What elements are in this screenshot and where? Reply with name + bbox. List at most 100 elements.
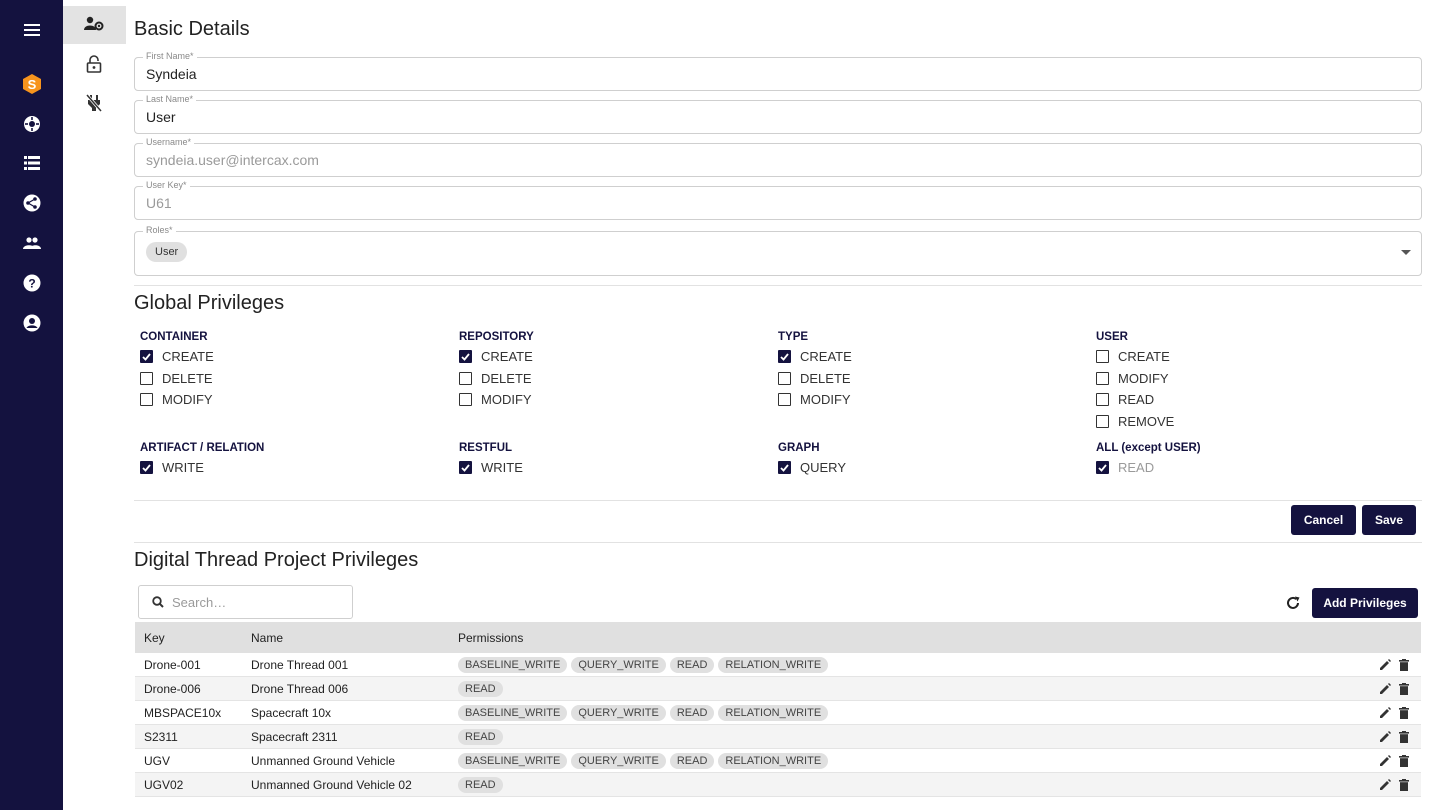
svg-text:S: S [28,77,37,92]
delete-icon[interactable] [1399,779,1409,792]
permission-chip: RELATION_WRITE [718,704,829,721]
role-chip[interactable]: User [146,242,188,262]
project-privileges-title: Digital Thread Project Privileges [134,549,419,571]
column-header-permissions[interactable]: Permissions [449,622,1360,653]
checkbox-checked-icon[interactable] [459,461,472,475]
last-name-label: Last Name* [143,94,197,104]
privilege-checkbox[interactable]: MODIFY [778,389,852,411]
list-icon[interactable] [21,152,43,174]
column-header-name[interactable]: Name [242,622,449,653]
delete-icon[interactable] [1399,755,1409,768]
first-name-value: Syndeia [146,66,197,82]
privilege-checkbox[interactable]: READ [1096,389,1174,411]
privilege-label: CREATE [481,349,533,365]
user-settings-icon[interactable] [84,14,104,34]
table-row[interactable]: S2311 Spacecraft 2311 READ [135,724,1421,749]
privilege-label: DELETE [481,370,532,386]
privilege-checkbox[interactable]: DELETE [778,368,852,390]
delete-icon[interactable] [1399,707,1409,720]
edit-icon[interactable] [1379,659,1391,671]
privilege-checkbox[interactable]: MODIFY [1096,368,1174,390]
edit-icon[interactable] [1379,707,1391,719]
syndeia-logo-icon[interactable]: S [21,73,43,95]
roles-label: Roles* [143,225,176,235]
privilege-checkbox[interactable]: CREATE [778,346,852,368]
delete-icon[interactable] [1399,683,1409,696]
checkbox-unchecked-icon[interactable] [459,393,472,407]
group-icon[interactable] [21,232,43,254]
checkbox-unchecked-icon[interactable] [778,371,791,385]
privilege-checkbox[interactable]: WRITE [140,457,264,479]
edit-icon[interactable] [1379,755,1391,767]
search-icon [152,596,164,608]
privilege-checkbox[interactable]: CREATE [140,346,214,368]
search-field[interactable]: Search… [138,585,353,619]
roles-select[interactable]: Roles* User [134,225,1422,276]
permission-chip: READ [458,680,503,697]
checkbox-checked-icon[interactable] [459,350,472,364]
privilege-checkbox[interactable]: MODIFY [459,389,534,411]
delete-icon[interactable] [1399,659,1409,672]
privilege-group: RESTFUL WRITE [459,442,523,479]
edit-icon[interactable] [1379,731,1391,743]
privilege-checkbox[interactable]: QUERY [778,457,846,479]
table-row[interactable]: Drone-001 Drone Thread 001 BASELINE_WRITE Q… [135,653,1421,677]
column-header-key[interactable]: Key [135,622,242,653]
permission-chip: BASELINE_WRITE [458,752,568,769]
account-icon[interactable] [21,312,43,334]
lock-icon[interactable] [84,54,104,74]
privilege-checkbox[interactable]: WRITE [459,457,523,479]
table-row[interactable]: Drone-006 Drone Thread 006 READ [135,676,1421,701]
checkbox-unchecked-icon[interactable] [778,393,791,407]
checkbox-unchecked-icon[interactable] [1096,393,1109,407]
checkbox-unchecked-icon[interactable] [1096,371,1109,385]
permission-chip: READ [458,728,503,745]
permission-chip: READ [669,656,715,673]
table-row[interactable]: UGV Unmanned Ground Vehicle BASELINE_WRITE… [135,748,1421,773]
delete-icon[interactable] [1399,731,1409,744]
dropdown-arrow-icon[interactable] [1401,250,1411,256]
checkbox-unchecked-icon[interactable] [1096,414,1109,428]
row-permissions: READ [449,772,1360,797]
last-name-field[interactable]: Last Name* User [134,94,1422,134]
privilege-checkbox[interactable]: CREATE [1096,346,1174,368]
privilege-group: REPOSITORY CREATE DELETE MODIFY [459,331,534,411]
plug-off-icon[interactable] [84,93,104,113]
cancel-button[interactable]: Cancel [1291,505,1356,535]
edit-icon[interactable] [1379,683,1391,695]
row-actions [1360,653,1421,677]
checkbox-checked-icon[interactable] [140,461,153,475]
privilege-label: WRITE [481,460,523,476]
checkbox-unchecked-icon[interactable] [140,393,153,407]
privilege-checkbox[interactable]: DELETE [459,368,534,390]
checkbox-checked-icon[interactable] [778,461,791,475]
first-name-field[interactable]: First Name* Syndeia [134,51,1422,91]
save-button[interactable]: Save [1362,505,1416,535]
checkbox-checked-icon[interactable] [140,350,153,364]
permission-chip: READ [458,776,503,793]
privilege-group-title: REPOSITORY [459,331,534,343]
checkbox-checked-icon[interactable] [778,350,791,364]
checkbox-unchecked-icon[interactable] [140,371,153,385]
help-icon[interactable]: ? [21,272,43,294]
table-row[interactable]: MBSPACE10x Spacecraft 10x BASELINE_WRITE QU… [135,700,1421,725]
global-privileges-title: Global Privileges [134,292,285,314]
checkbox-unchecked-icon[interactable] [459,371,472,385]
permission-chip: RELATION_WRITE [718,752,829,769]
row-permissions: BASELINE_WRITE QUERY_WRITE READ RELATION_WR… [449,748,1360,773]
privilege-group: ALL (except USER) READ [1096,442,1201,479]
compass-icon[interactable] [21,113,43,135]
row-permissions: BASELINE_WRITE QUERY_WRITE READ RELATION_WR… [449,700,1360,725]
table-row[interactable]: UGV02 Unmanned Ground Vehicle 02 READ [135,772,1421,797]
refresh-icon[interactable] [1286,596,1300,610]
menu-icon[interactable] [21,19,43,41]
globe-icon[interactable] [21,192,43,214]
privilege-checkbox[interactable]: DELETE [140,368,214,390]
checkbox-unchecked-icon[interactable] [1096,350,1109,364]
row-key: Drone-001 [135,653,242,677]
edit-icon[interactable] [1379,779,1391,791]
privilege-checkbox[interactable]: CREATE [459,346,534,368]
privilege-checkbox[interactable]: REMOVE [1096,411,1174,433]
add-privileges-button[interactable]: Add Privileges [1312,588,1418,618]
privilege-checkbox[interactable]: MODIFY [140,389,214,411]
